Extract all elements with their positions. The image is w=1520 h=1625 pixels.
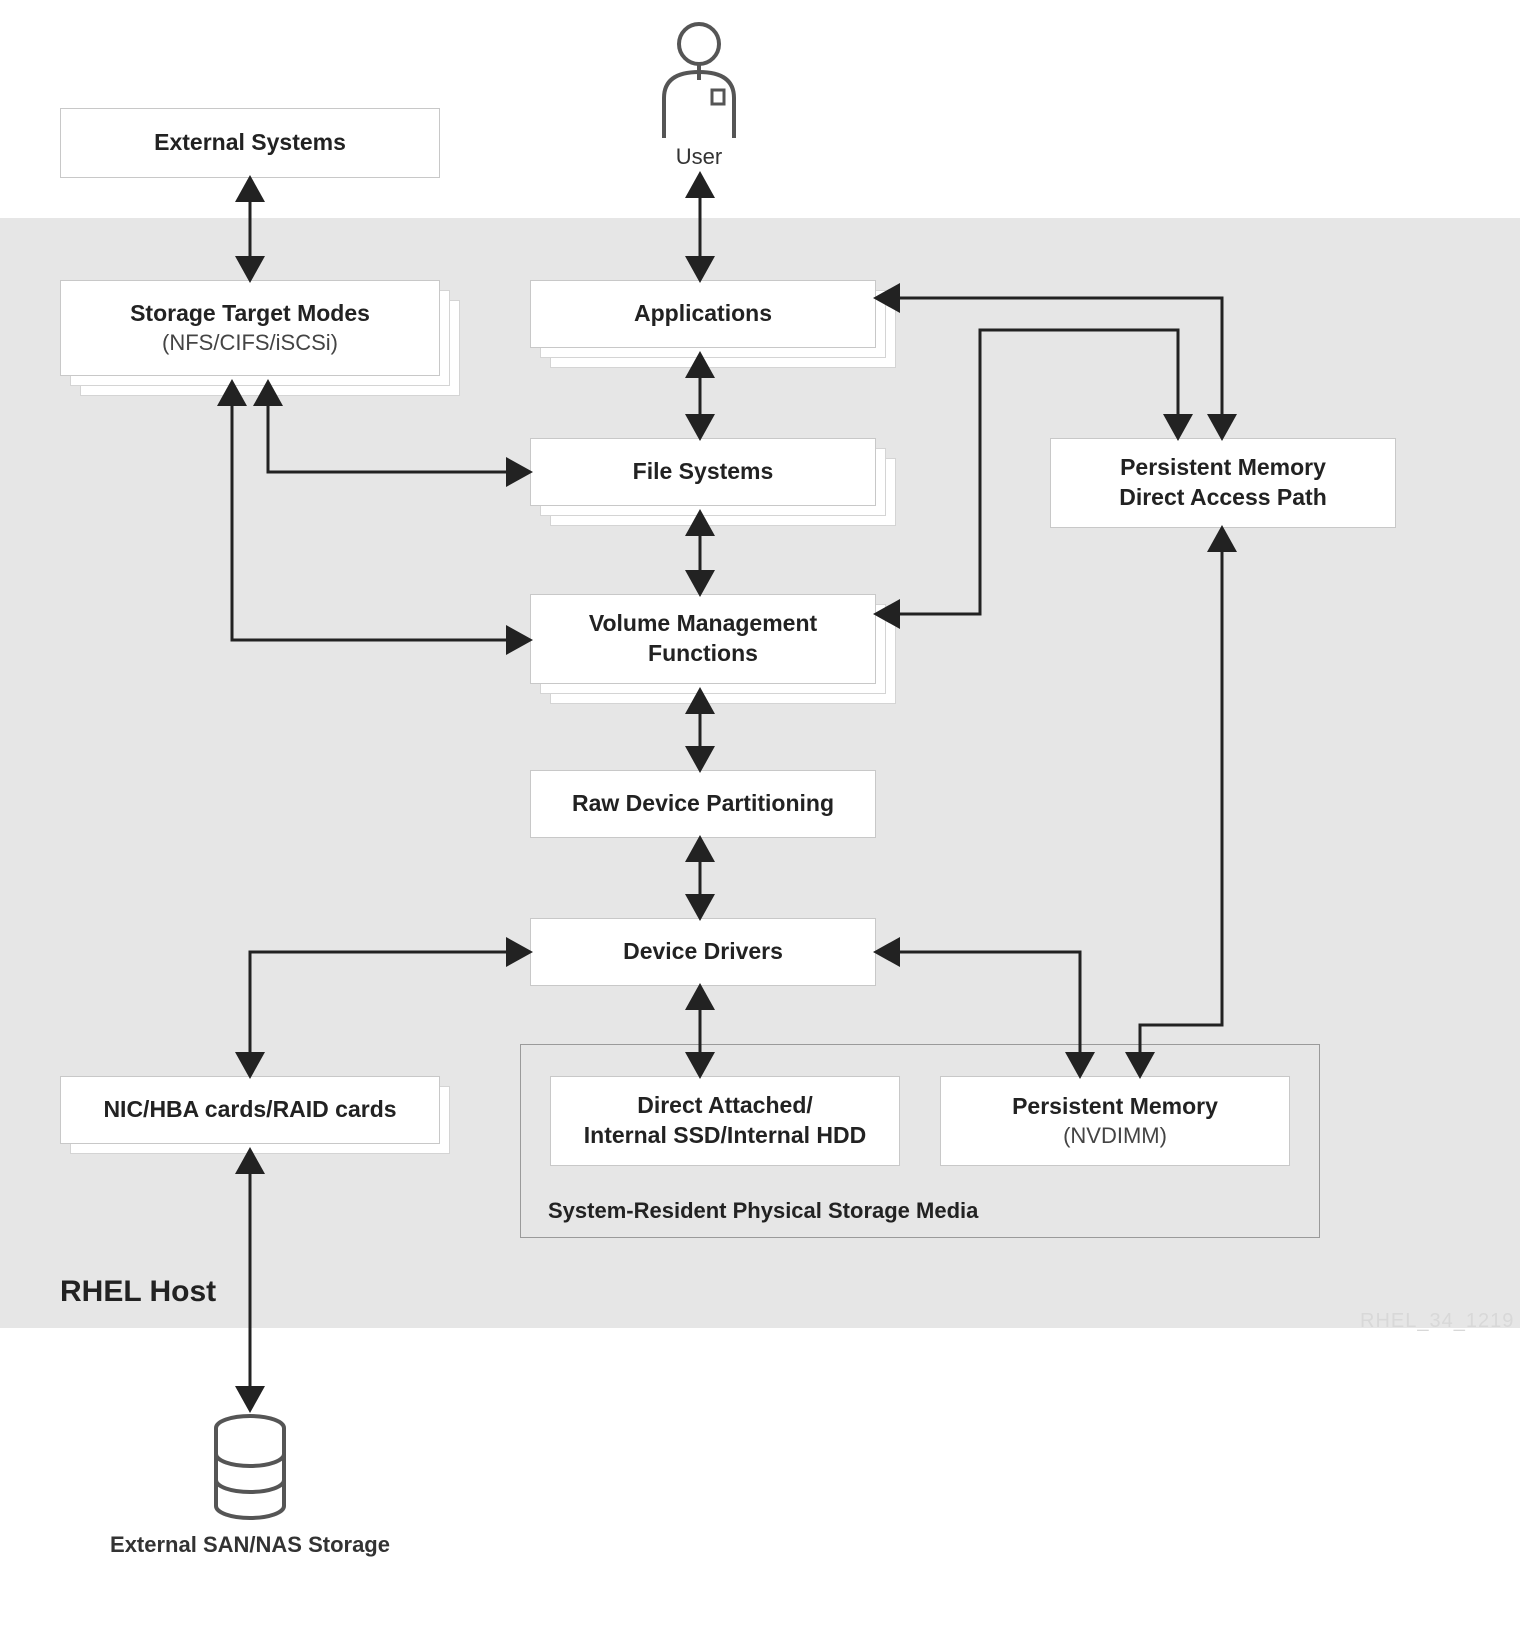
external_systems-box: External Systems (60, 108, 440, 178)
user-icon (644, 20, 754, 145)
pmem_nvdimm-title: Persistent Memory (1012, 1092, 1218, 1122)
nic_hba-title: NIC/HBA cards/RAID cards (103, 1095, 396, 1125)
volume_mgmt-sub: Functions (648, 639, 758, 669)
volume_mgmt-box: Volume ManagementFunctions (530, 594, 876, 684)
file_systems-box: File Systems (530, 438, 876, 506)
pmem_nvdimm-sub: (NVDIMM) (1063, 1122, 1167, 1151)
external_systems-title: External Systems (154, 128, 346, 158)
pmem_dap-box: Persistent MemoryDirect Access Path (1050, 438, 1396, 528)
direct_attached-title: Direct Attached/ (637, 1091, 813, 1121)
storage_target-sub: (NFS/CIFS/iSCSi) (162, 329, 338, 358)
storage_target-title: Storage Target Modes (130, 299, 370, 329)
device_drivers-box: Device Drivers (530, 918, 876, 986)
nic_hba-box: NIC/HBA cards/RAID cards (60, 1076, 440, 1144)
pmem_dap-sub: Direct Access Path (1119, 483, 1327, 513)
file_systems-title: File Systems (633, 457, 774, 487)
diagram-canvas: System-Resident Physical Storage Media U… (0, 0, 1520, 1625)
applications-box: Applications (530, 280, 876, 348)
san-nas-label: External SAN/NAS Storage (90, 1532, 410, 1558)
raw_partition-box: Raw Device Partitioning (530, 770, 876, 838)
direct_attached-box: Direct Attached/Internal SSD/Internal HD… (550, 1076, 900, 1166)
raw_partition-title: Raw Device Partitioning (572, 789, 834, 819)
user-label: User (624, 144, 774, 170)
pmem_nvdimm-box: Persistent Memory(NVDIMM) (940, 1076, 1290, 1166)
watermark: RHEL_34_1219 (1360, 1310, 1514, 1333)
device_drivers-title: Device Drivers (623, 937, 783, 967)
rhel-host-label: RHEL Host (60, 1275, 216, 1309)
direct_attached-sub: Internal SSD/Internal HDD (584, 1121, 866, 1151)
volume_mgmt-title: Volume Management (589, 609, 817, 639)
storage_target-box: Storage Target Modes(NFS/CIFS/iSCSi) (60, 280, 440, 376)
database-icon (210, 1414, 290, 1529)
pmem_dap-title: Persistent Memory (1120, 453, 1326, 483)
physical-storage-group-label: System-Resident Physical Storage Media (548, 1198, 978, 1224)
applications-title: Applications (634, 299, 772, 329)
